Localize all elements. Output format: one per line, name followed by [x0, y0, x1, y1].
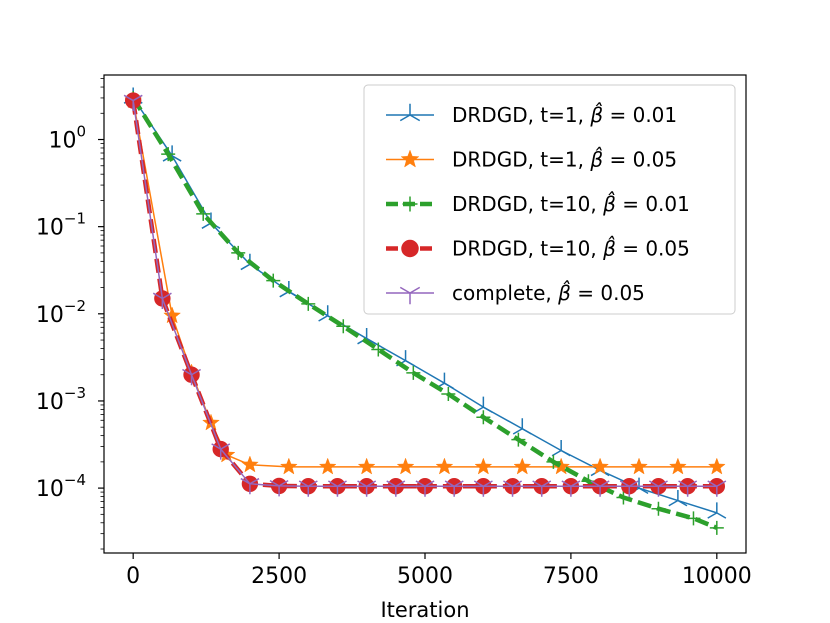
x-axis-label: Iteration — [380, 598, 469, 622]
data-point — [590, 480, 610, 497]
data-point — [686, 511, 701, 526]
data-point — [161, 147, 176, 162]
data-point — [546, 454, 561, 469]
series-3 — [126, 90, 724, 535]
y-tick-label: 10−3 — [36, 384, 86, 415]
data-point — [474, 457, 493, 475]
data-point — [298, 480, 318, 497]
data-point — [240, 455, 259, 473]
data-point — [476, 410, 491, 425]
axes-layer: 0 2500 5000 7500 10000 100 10−1 10−2 10−3 10−4 — [36, 74, 752, 589]
legend-marker — [399, 286, 421, 305]
legend-entry-3: DRDGD, t=10, β̂ = 0.01 — [386, 191, 690, 216]
data-point — [616, 490, 631, 505]
data-point — [269, 480, 289, 497]
data-point — [396, 457, 415, 475]
x-tick-label: 0 — [126, 564, 140, 589]
data-point — [196, 206, 211, 221]
data-point — [591, 457, 610, 475]
data-point — [327, 480, 347, 497]
data-point — [511, 432, 526, 447]
x-tick-label: 7500 — [543, 564, 599, 589]
data-point — [357, 480, 377, 497]
data-point — [668, 490, 688, 507]
data-point — [630, 457, 648, 475]
data-point — [561, 480, 581, 497]
data-point — [371, 342, 386, 357]
data-point — [301, 296, 316, 311]
data-point — [240, 477, 260, 495]
data-point — [503, 480, 523, 497]
legend-entry-1: DRDGD, t=1, β̂ = 0.01 — [386, 102, 677, 127]
data-point — [211, 443, 231, 460]
y-tick-label: 10−1 — [36, 210, 86, 241]
data-point — [707, 502, 727, 519]
data-point — [152, 292, 172, 309]
data-point — [123, 94, 143, 112]
data-point — [182, 368, 202, 386]
y-tick-label: 10−4 — [36, 471, 86, 502]
data-point — [551, 440, 571, 457]
data-point — [266, 273, 281, 288]
legend: DRDGD, t=1, β̂ = 0.01 DRDGD, t=1, β̂ = 0.… — [363, 84, 736, 315]
data-point — [512, 418, 532, 435]
data-point — [357, 457, 376, 475]
data-point — [444, 480, 464, 497]
series-5 — [123, 94, 727, 497]
legend-entry-4: DRDGD, t=10, β̂ = 0.05 — [386, 236, 690, 261]
data-point — [648, 480, 668, 497]
data-point — [336, 319, 351, 334]
data-point — [473, 480, 493, 497]
legend-label: DRDGD, t=1, β̂ = 0.05 — [452, 147, 677, 172]
data-point — [406, 365, 421, 380]
data-point — [513, 457, 532, 475]
data-point — [532, 480, 552, 497]
data-point — [619, 480, 639, 497]
data-point — [279, 457, 298, 475]
x-tick-label: 10000 — [682, 564, 752, 589]
data-point — [668, 457, 687, 475]
legend-marker — [400, 149, 420, 168]
data-point — [678, 480, 698, 497]
legend-label: DRDGD, t=10, β̂ = 0.05 — [452, 236, 690, 261]
y-tick-label: 10−2 — [36, 297, 86, 328]
data-point — [441, 387, 456, 402]
series-line — [131, 96, 718, 530]
legend-marker — [399, 103, 421, 122]
legend-entry-5: complete, β̂ = 0.05 — [386, 280, 645, 305]
legend-label: DRDGD, t=10, β̂ = 0.01 — [452, 191, 690, 216]
data-point — [707, 480, 727, 497]
y-tick-label: 100 — [48, 123, 86, 154]
legend-label: DRDGD, t=1, β̂ = 0.01 — [452, 102, 677, 127]
data-point — [318, 457, 337, 475]
series-layer — [123, 87, 727, 535]
data-point — [415, 480, 435, 497]
data-point — [386, 480, 406, 497]
data-point — [707, 457, 726, 475]
legend-marker — [402, 196, 418, 212]
data-point — [231, 245, 246, 260]
x-tick-label: 2500 — [251, 564, 307, 589]
data-point — [709, 520, 724, 535]
data-point — [473, 396, 493, 414]
series-line — [132, 97, 718, 514]
legend-label: complete, β̂ = 0.05 — [452, 280, 645, 305]
x-tick-label: 5000 — [397, 564, 453, 589]
data-point — [651, 501, 666, 516]
legend-box — [363, 84, 736, 315]
legend-marker — [401, 239, 419, 258]
data-point — [435, 457, 454, 475]
legend-entry-2: DRDGD, t=1, β̂ = 0.05 — [386, 147, 677, 172]
